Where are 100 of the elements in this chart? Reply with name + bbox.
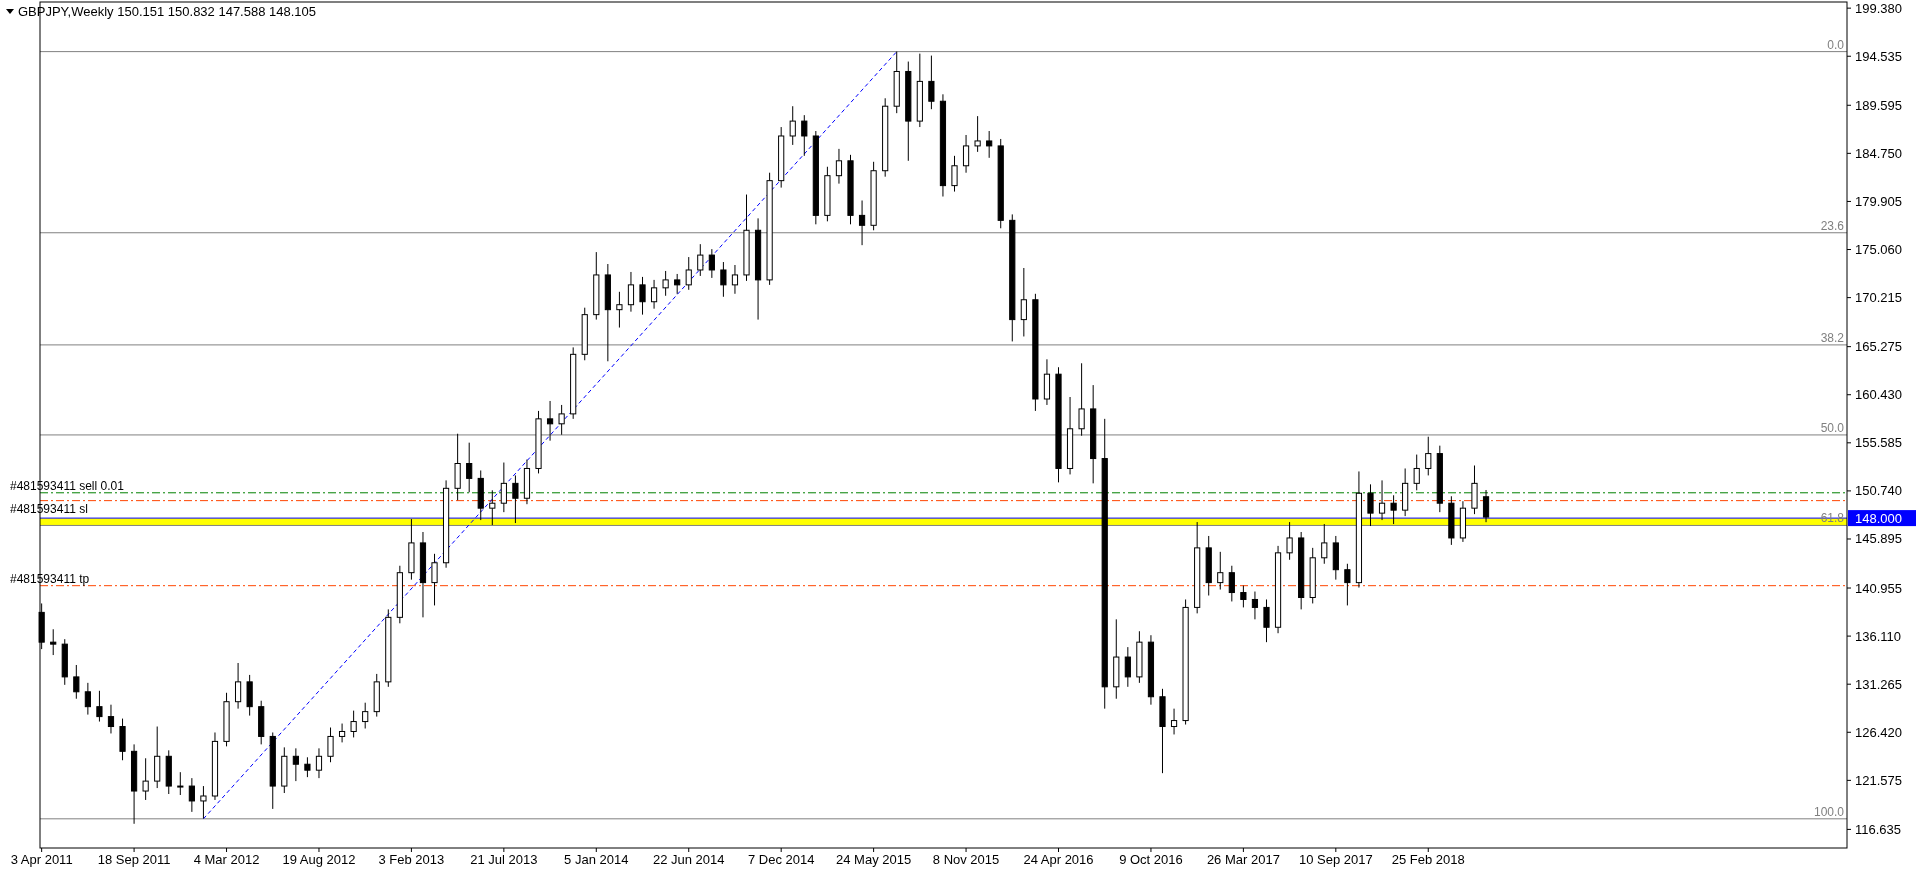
y-tick-label: 131.265 [1855,676,1902,692]
y-tick-label: 189.595 [1855,97,1902,113]
y-tick-label: 116.635 [1855,821,1902,837]
candlestick [1251,591,1259,620]
y-tick-label: 184.750 [1855,145,1902,161]
candlestick [650,279,658,310]
x-tick-label: 3 Feb 2013 [378,852,445,867]
candlestick [73,664,80,700]
y-tick-label: 160.430 [1855,387,1902,403]
candlestick [558,404,565,436]
chart-title: GBPJPY,Weekly 150.151 150.832 147.588 148.105 [18,4,317,19]
x-tick-label: 18 Sep 2011 [97,852,171,867]
y-tick-label: 179.905 [1855,193,1902,209]
candlestick [315,747,323,779]
y-tick-label: 155.585 [1855,435,1902,451]
y-tick-label: 150.740 [1855,483,1902,499]
x-tick-label: 5 Jan 2014 [564,852,629,867]
candlestick [662,270,669,297]
candlestick [858,200,866,246]
candlestick [327,727,334,763]
candlestick [986,130,993,159]
candlestick [431,553,438,606]
candlestick [50,628,57,656]
candlestick [1286,521,1293,561]
candlestick [789,105,796,146]
x-tick-label: 24 May 2015 [836,852,912,867]
candlestick [362,702,369,729]
candlestick [1367,483,1374,527]
y-tick-label: 170.215 [1855,290,1902,306]
x-tick-label: 3 Apr 2011 [10,852,73,867]
x-tick-label: 21 Jul 2013 [470,852,538,867]
candlestick [708,248,715,279]
y-tick-label: 165.275 [1855,339,1902,355]
candlestick [1217,551,1224,591]
candlestick [107,704,115,734]
annotation: 100.0 [1813,804,1845,819]
candlestick [500,462,507,513]
candlestick [1413,454,1420,491]
candlestick [350,710,357,738]
candlestick [974,115,981,153]
candlestick [1228,565,1235,602]
candlestick [489,489,496,526]
annotation: 23.6 [1820,218,1845,233]
y-tick-label: 175.060 [1855,242,1902,258]
candlestick [962,134,970,174]
ref-line-label: 148.000 [1855,510,1902,526]
candlestick [1124,646,1131,688]
candlestick [1321,523,1328,565]
candlestick [142,757,149,801]
ref-line-label: #481593411 tp [10,571,90,586]
y-tick-label: 199.380 [1855,0,1902,16]
candlestick [1078,362,1085,437]
candlestick [177,771,184,796]
candlestick [96,690,103,723]
candlestick [84,682,91,716]
x-tick-label: 24 Apr 2016 [1023,852,1094,867]
x-tick-label: 8 Nov 2015 [932,852,1000,867]
candlestick [685,256,692,291]
candlestick [835,148,843,185]
candlestick [466,442,473,493]
candlestick [234,662,242,710]
candlestick [801,114,808,157]
annotation: 38.2 [1820,330,1845,345]
ref-line-label: #481593411 sl [10,501,88,516]
y-tick-label: 126.420 [1855,724,1902,740]
candlestick [627,271,635,313]
candlestick [1425,436,1432,476]
candlestick [674,273,681,295]
x-tick-label: 10 Sep 2017 [1298,852,1373,867]
x-tick-label: 22 Jun 2014 [652,852,725,867]
candlestick [546,400,554,442]
candlestick [338,723,346,743]
candlestick [697,243,704,277]
candlestick [292,747,299,782]
annotation: 61.8 [1820,511,1845,526]
x-tick-label: 19 Aug 2012 [282,852,356,867]
x-tick-label: 4 Mar 2012 [193,852,260,867]
candlestick [512,474,519,524]
candlestick [951,155,958,193]
candlestick [1390,494,1397,525]
candlestick [1240,585,1247,608]
y-tick-label: 140.955 [1855,580,1902,596]
candlestick [304,756,311,778]
candlestick [1344,563,1351,606]
candlestick [188,777,195,813]
x-tick-label: 9 Oct 2016 [1119,852,1183,867]
x-tick-label: 7 Dec 2014 [747,852,815,867]
candlestick [639,276,646,316]
y-tick-label: 145.895 [1855,531,1902,547]
candlestick [616,291,623,329]
candlestick [1263,598,1270,643]
candlestick [731,264,739,295]
candlestick [928,55,935,110]
y-tick-label: 136.110 [1855,628,1902,644]
y-tick-label: 121.575 [1855,772,1902,788]
annotation: 50.0 [1820,420,1845,435]
candlestick [1170,708,1178,735]
ref-line-label: #481593411 sell 0.01 [10,478,125,493]
x-tick-label: 25 Feb 2018 [1391,852,1465,867]
candlestick [720,261,727,298]
